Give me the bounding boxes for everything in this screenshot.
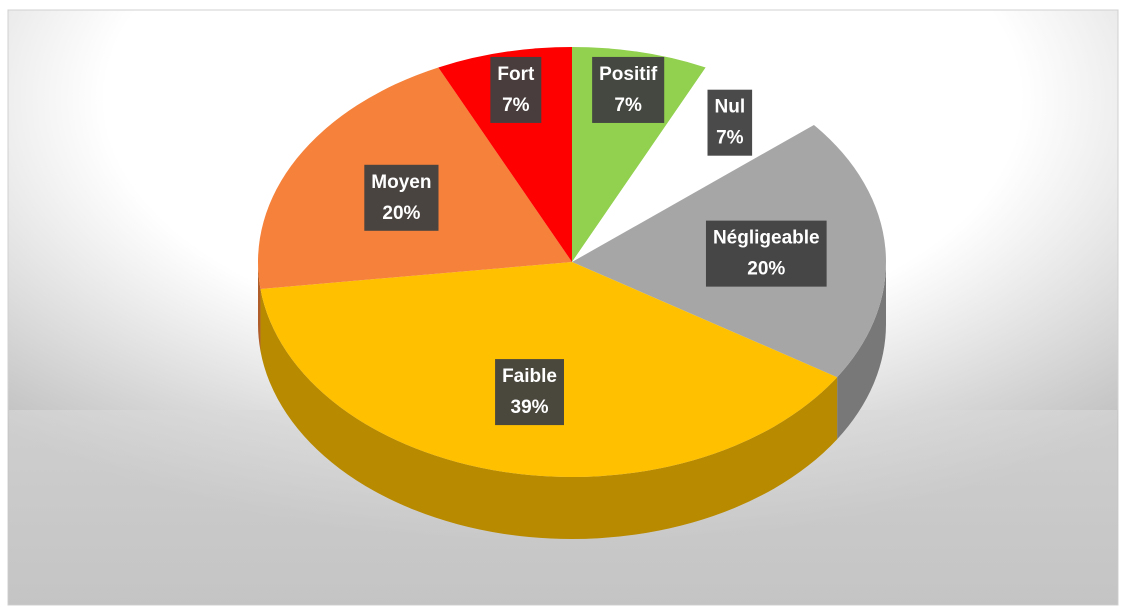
data-label-box: [707, 89, 753, 156]
data-label: Moyen 20%: [364, 164, 439, 231]
data-label-name: Nul: [715, 97, 746, 118]
data-label-name: Fort: [497, 64, 535, 85]
data-label-name: Faible: [502, 366, 557, 387]
slice: [572, 67, 814, 262]
slice-side: [260, 288, 838, 539]
data-label-name: Moyen: [371, 172, 431, 193]
data-label-value: 7%: [614, 95, 642, 116]
data-label-box: [364, 164, 439, 231]
data-label-box: [592, 56, 665, 123]
data-label: Nul 7%: [707, 89, 753, 156]
slice-side: [258, 262, 261, 351]
data-label-value: 7%: [716, 128, 744, 149]
data-label-name: Négligeable: [713, 228, 820, 249]
data-label: Faible 39%: [495, 359, 564, 426]
data-label: Négligeable 20%: [705, 220, 827, 287]
data-label-value: 39%: [511, 397, 549, 418]
data-label-value: 7%: [502, 95, 530, 116]
data-label: Fort 7%: [490, 56, 542, 123]
data-label-name: Positif: [599, 64, 658, 85]
data-label-box: [705, 220, 827, 287]
data-label-value: 20%: [747, 259, 785, 280]
slice-side: [837, 262, 886, 440]
data-label-box: [495, 359, 564, 426]
data-label-value: 20%: [382, 203, 420, 224]
data-label-box: [490, 56, 542, 123]
data-label: Positif 7%: [592, 56, 665, 123]
